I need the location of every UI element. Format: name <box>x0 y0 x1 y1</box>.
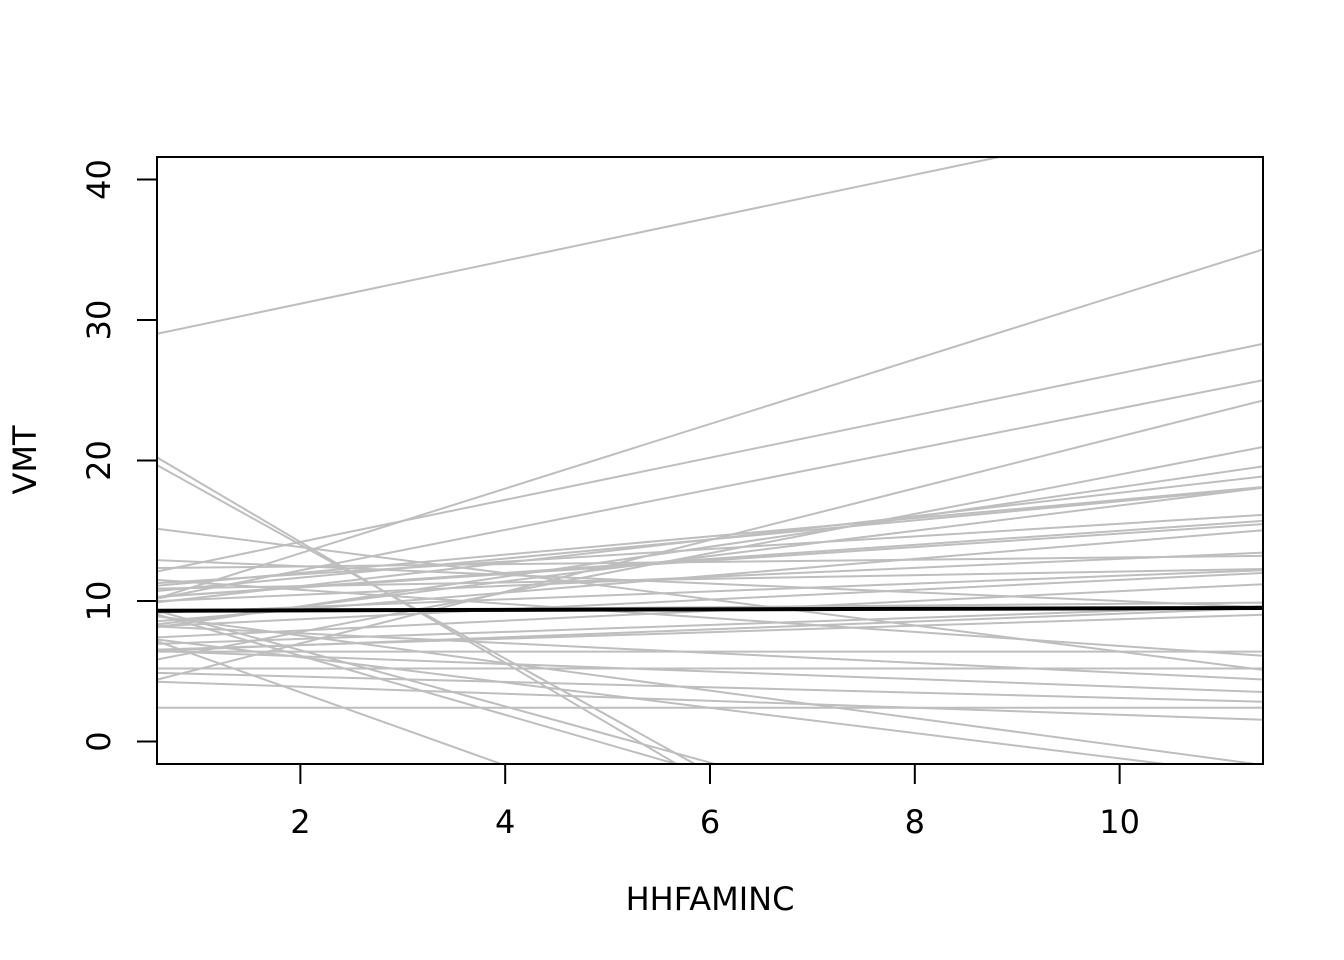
series-line-39 <box>157 456 679 764</box>
series-line-42 <box>157 640 505 764</box>
series-line-38 <box>157 613 680 764</box>
x-tick-label-4: 4 <box>495 803 515 841</box>
series-line-19 <box>157 569 1263 614</box>
y-axis-title: VMT <box>6 425 44 495</box>
series-line-9 <box>157 486 1263 593</box>
series-line-12 <box>157 513 1263 585</box>
series-line-31 <box>157 578 1263 657</box>
y-tick-label-0: 0 <box>80 731 118 751</box>
x-axis: 2 4 6 8 10 <box>290 764 1140 841</box>
series-line-23 <box>157 604 1263 645</box>
x-tick-label-2: 2 <box>290 803 310 841</box>
series-line-33 <box>157 650 1263 694</box>
plot-frame <box>156 156 1264 765</box>
series-line-4 <box>157 379 1263 600</box>
series-line-11 <box>157 486 1263 626</box>
series-line-10 <box>157 486 1263 587</box>
x-tick-label-8: 8 <box>905 803 925 841</box>
series-line-6 <box>157 446 1263 661</box>
y-tick-label-30: 30 <box>80 300 118 341</box>
series-line-34 <box>157 680 1263 721</box>
y-axis: 0 10 20 30 40 <box>80 159 157 752</box>
series-line-29 <box>157 527 1263 671</box>
series-lines <box>157 157 1263 764</box>
x-tick-label-6: 6 <box>700 803 720 841</box>
series-line-41 <box>157 609 719 764</box>
x-axis-title: HHFAMINC <box>626 880 795 918</box>
series-line-14 <box>157 519 1263 598</box>
series-line-32 <box>157 625 1263 681</box>
mean-line <box>157 605 1263 613</box>
series-line-7 <box>157 465 1263 629</box>
series-line-17 <box>157 567 1263 590</box>
mean-line-layer <box>157 605 1263 613</box>
x-tick-label-10: 10 <box>1099 803 1140 841</box>
series-line-25 <box>157 613 1263 651</box>
series-line-40 <box>157 464 697 764</box>
series-line-35 <box>157 671 1263 703</box>
y-tick-label-10: 10 <box>80 581 118 622</box>
series-line-1 <box>157 157 1005 335</box>
series-line-36 <box>157 615 1263 764</box>
series-line-3 <box>157 342 1263 573</box>
y-tick-label-40: 40 <box>80 159 118 200</box>
y-tick-label-20: 20 <box>80 440 118 481</box>
series-line-2 <box>157 248 1263 600</box>
